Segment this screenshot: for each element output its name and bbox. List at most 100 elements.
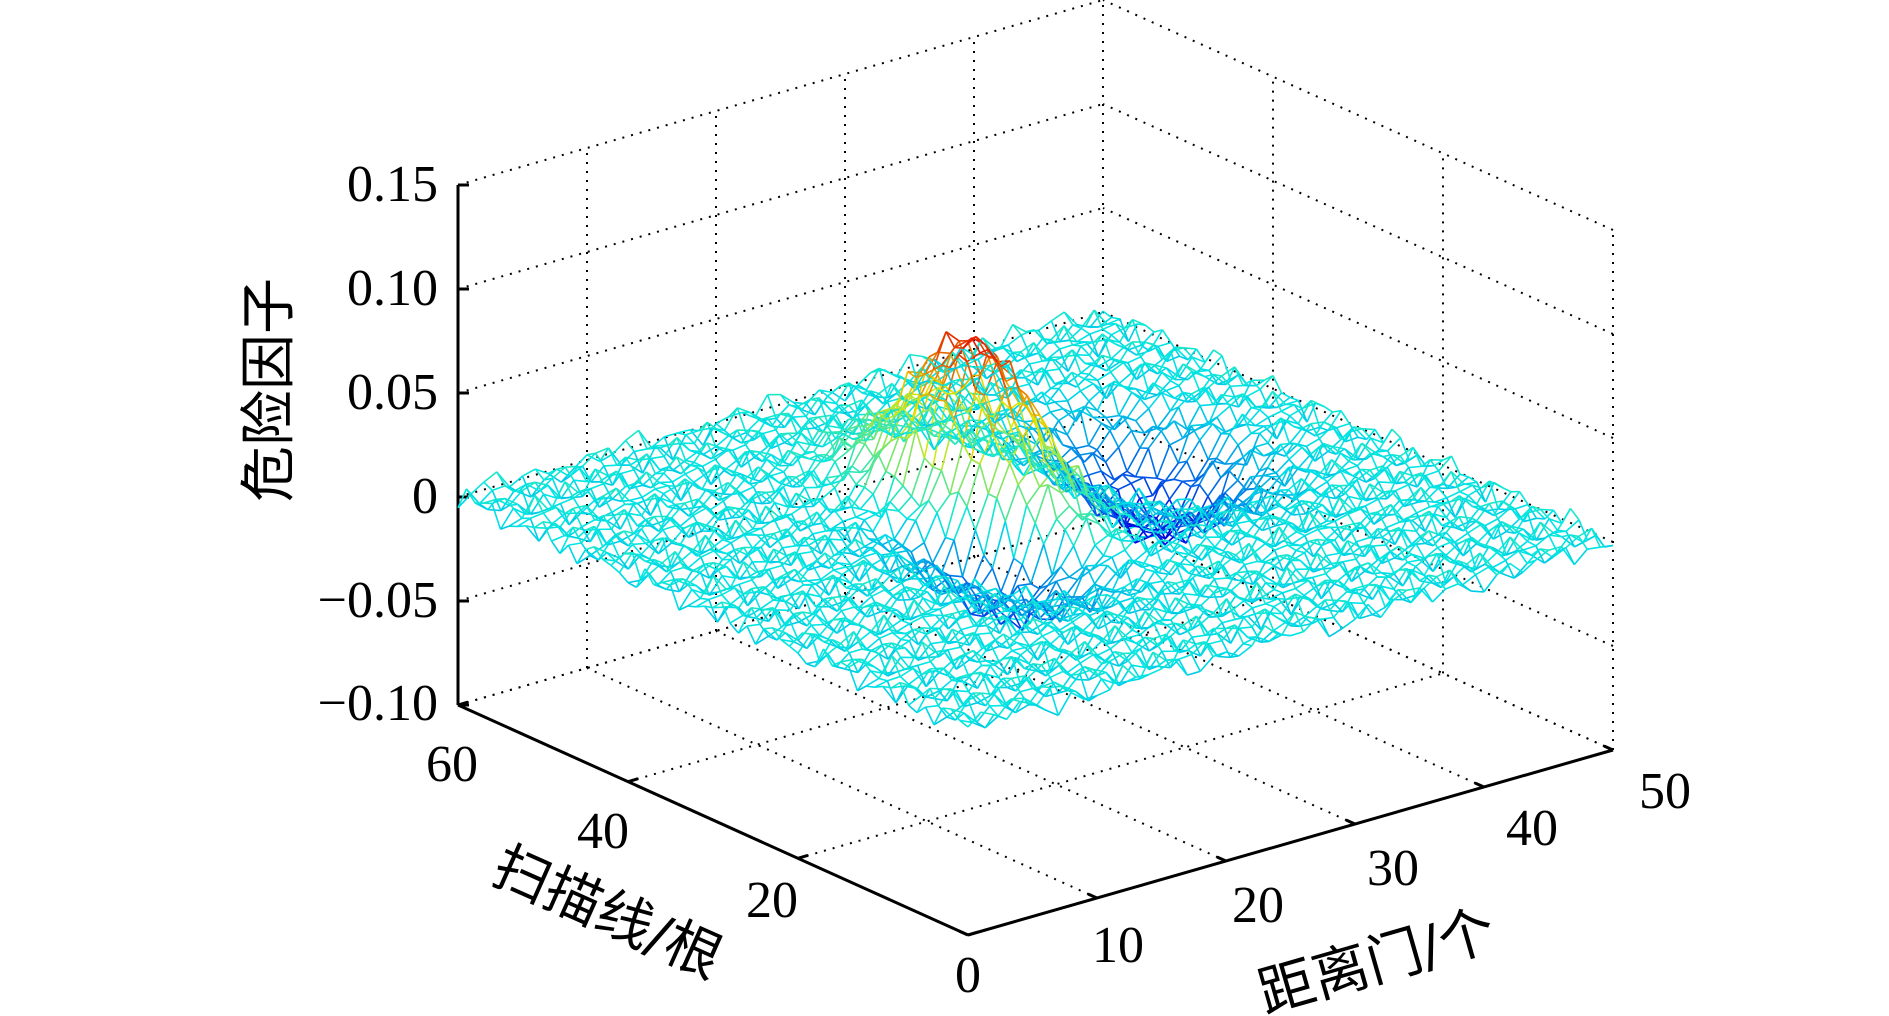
right-wall-grid-line: [1102, 415, 1614, 647]
surface-mesh-segment: [1111, 316, 1121, 320]
surface-mesh-segment: [1198, 439, 1209, 460]
surface-mesh-segment: [1254, 442, 1269, 448]
surface-mesh-segment: [1296, 470, 1311, 496]
surface-mesh-segment: [1079, 390, 1090, 402]
axes: [456, 183, 1614, 937]
surface-mesh-segment: [1030, 583, 1040, 590]
surface-mesh-segment: [826, 424, 841, 429]
surface-mesh-segment: [560, 479, 575, 499]
surface-mesh-segment: [925, 406, 940, 427]
surface-mesh-segment: [1265, 603, 1275, 608]
surface-mesh-segment: [1259, 375, 1274, 390]
surface-mesh-segment: [1169, 444, 1180, 464]
surface-mesh-segment: [824, 552, 839, 564]
surface-mesh-segment: [954, 419, 970, 438]
surface-mesh-segment: [781, 551, 796, 567]
surface-mesh-segment: [909, 585, 924, 601]
surface-mesh-segment: [736, 407, 747, 433]
surface-mesh-segment: [957, 459, 973, 493]
surface-mesh-segment: [815, 583, 830, 596]
surface-mesh-segment: [805, 416, 820, 426]
surface-mesh-segment: [903, 399, 917, 410]
surface-mesh-segment: [1271, 475, 1281, 478]
surface-mesh-segment: [872, 470, 887, 495]
surface-mesh-segment: [884, 533, 899, 544]
surface-mesh-segment: [1484, 518, 1499, 527]
surface-mesh-segment: [1004, 521, 1015, 559]
surface-mesh-segment: [1246, 487, 1255, 491]
surface-mesh-segment: [956, 409, 965, 412]
surface-mesh-segment: [987, 453, 1002, 495]
surface-mesh-segment: [1268, 406, 1278, 409]
surface-mesh-segment: [865, 367, 880, 391]
surface-mesh-segment: [1543, 556, 1554, 564]
surface-mesh-segment: [1066, 454, 1081, 464]
surface-mesh-segment: [679, 514, 694, 527]
surface-mesh-segment: [1026, 394, 1041, 416]
surface-mesh-segment: [1217, 655, 1231, 659]
surface-mesh-segment: [979, 427, 995, 457]
surface-mesh-segment: [1224, 444, 1239, 465]
back-wall-grid-line: [457, 311, 1104, 498]
surface-mesh-segment: [927, 469, 943, 501]
surface-mesh-segment: [1191, 386, 1205, 395]
surface-mesh-segment: [1096, 688, 1111, 697]
surface-mesh-segment: [757, 491, 772, 504]
surface-mesh-segment: [654, 484, 669, 490]
surface-mesh-segment: [751, 569, 766, 581]
surface-mesh-segment: [1258, 476, 1273, 490]
surface-mesh-segment: [732, 437, 742, 444]
surface-mesh-segment: [740, 456, 755, 468]
surface-mesh-segment: [1165, 384, 1180, 392]
surface-mesh-segment: [693, 472, 708, 484]
surface-mesh-segment: [879, 632, 893, 640]
surface-mesh-segment: [1088, 470, 1102, 476]
surface-mesh-segment: [974, 529, 985, 556]
right-wall-grid-line: [1102, 0, 1614, 231]
surface-mesh-segment: [1176, 551, 1190, 556]
surface-mesh-segment: [615, 487, 630, 502]
surface-mesh-segment: [1020, 369, 1034, 374]
surface-mesh-segment: [645, 471, 660, 484]
surface-mesh-segment: [1096, 430, 1111, 451]
surface-mesh-segment: [478, 489, 493, 505]
surface-mesh-segment: [1145, 341, 1154, 346]
surface-mesh-segment: [556, 468, 571, 478]
surface-mesh-segment: [970, 458, 981, 465]
surface-mesh-segment: [945, 536, 955, 541]
surface-mesh-segment: [855, 469, 870, 485]
surface-mesh-segment: [1398, 588, 1407, 592]
surface-mesh-segment: [1280, 403, 1295, 412]
surface-mesh-segment: [971, 446, 986, 455]
surface-mesh-segment: [535, 468, 549, 475]
surface-mesh-segment: [1449, 560, 1459, 563]
surface-mesh-segment: [1561, 508, 1572, 524]
surface-mesh-segment: [863, 512, 878, 521]
surface-mesh-segment: [819, 574, 834, 598]
surface-mesh-segment: [1008, 618, 1023, 631]
surface-mesh-segment: [1324, 599, 1335, 618]
surface-mesh-segment: [1102, 322, 1116, 331]
surface-mesh-segment: [906, 518, 916, 522]
surface-mesh-segment: [933, 435, 947, 438]
surface-mesh-segment: [837, 576, 851, 584]
surface-mesh-segment: [929, 687, 943, 690]
surface-mesh-segment: [1297, 400, 1312, 425]
surface-mesh-segment: [901, 564, 916, 582]
surface-mesh-segment: [1075, 444, 1089, 450]
surface-mesh-segment: [1041, 629, 1056, 637]
surface-mesh-segment: [1122, 473, 1136, 478]
surface-mesh-segment: [1230, 384, 1244, 388]
surface-mesh-segment: [1153, 364, 1167, 369]
surface-mesh-segment: [1433, 501, 1443, 504]
surface-mesh-segment: [797, 633, 812, 654]
surface-mesh-segment: [1059, 339, 1069, 343]
surface-mesh-segment: [789, 611, 804, 621]
surface-mesh-segment: [1139, 398, 1150, 410]
surface-mesh-segment: [1093, 309, 1108, 325]
surface-mesh-segment: [1064, 529, 1075, 547]
surface-mesh-segment: [1326, 484, 1341, 494]
surface-mesh-segment: [1120, 539, 1134, 543]
surface-mesh-segment: [568, 542, 582, 546]
surface-mesh-segment: [542, 521, 557, 525]
